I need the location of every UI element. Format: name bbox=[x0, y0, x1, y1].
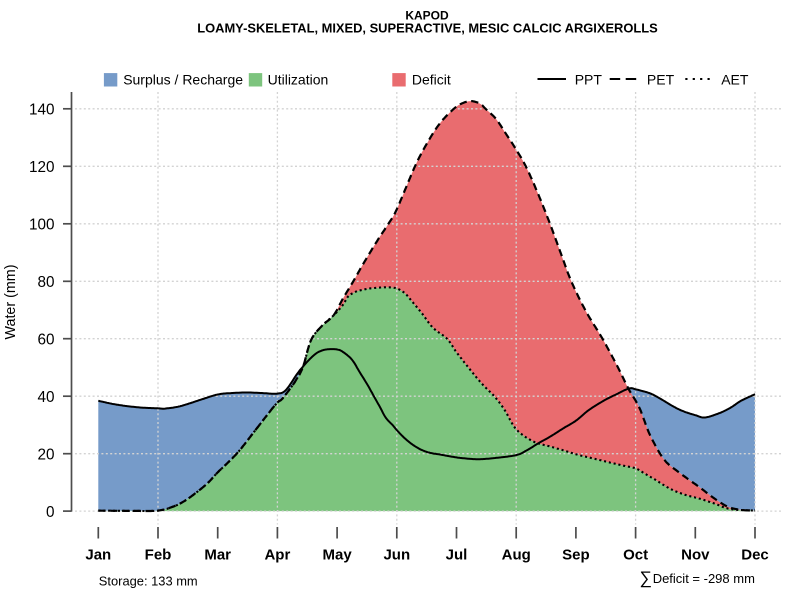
svg-text:0: 0 bbox=[46, 504, 55, 521]
svg-text:Apr: Apr bbox=[264, 547, 290, 564]
svg-text:Storage: 133 mm: Storage: 133 mm bbox=[99, 574, 198, 589]
svg-text:Nov: Nov bbox=[681, 547, 710, 564]
svg-text:Sep: Sep bbox=[562, 547, 590, 564]
svg-text:Surplus / Recharge: Surplus / Recharge bbox=[123, 72, 243, 88]
svg-text:Deficit = -298 mm: Deficit = -298 mm bbox=[653, 571, 755, 586]
svg-text:20: 20 bbox=[37, 447, 54, 464]
svg-text:Feb: Feb bbox=[145, 547, 172, 564]
svg-text:120: 120 bbox=[29, 159, 55, 176]
svg-text:AET: AET bbox=[721, 72, 749, 88]
svg-text:Oct: Oct bbox=[623, 547, 648, 564]
svg-text:PET: PET bbox=[647, 72, 675, 88]
svg-text:PPT: PPT bbox=[575, 72, 603, 88]
svg-text:Mar: Mar bbox=[204, 547, 231, 564]
svg-text:May: May bbox=[323, 547, 353, 564]
svg-text:Deficit: Deficit bbox=[412, 72, 451, 88]
svg-text:40: 40 bbox=[37, 389, 54, 406]
svg-text:Dec: Dec bbox=[741, 547, 769, 564]
svg-text:Jun: Jun bbox=[383, 547, 410, 564]
svg-text:Aug: Aug bbox=[502, 547, 531, 564]
svg-text:∑: ∑ bbox=[639, 568, 651, 588]
svg-text:KAPOD: KAPOD bbox=[405, 9, 449, 23]
svg-text:Utilization: Utilization bbox=[268, 72, 329, 88]
svg-text:140: 140 bbox=[29, 102, 55, 119]
svg-text:100: 100 bbox=[29, 217, 55, 234]
svg-text:Jul: Jul bbox=[446, 547, 468, 564]
svg-text:LOAMY-SKELETAL, MIXED, SUPERAC: LOAMY-SKELETAL, MIXED, SUPERACTIVE, MESI… bbox=[197, 21, 658, 36]
svg-text:Jan: Jan bbox=[85, 547, 111, 564]
svg-text:60: 60 bbox=[37, 332, 54, 349]
svg-text:Water (mm): Water (mm) bbox=[3, 265, 19, 340]
svg-text:80: 80 bbox=[37, 274, 54, 291]
